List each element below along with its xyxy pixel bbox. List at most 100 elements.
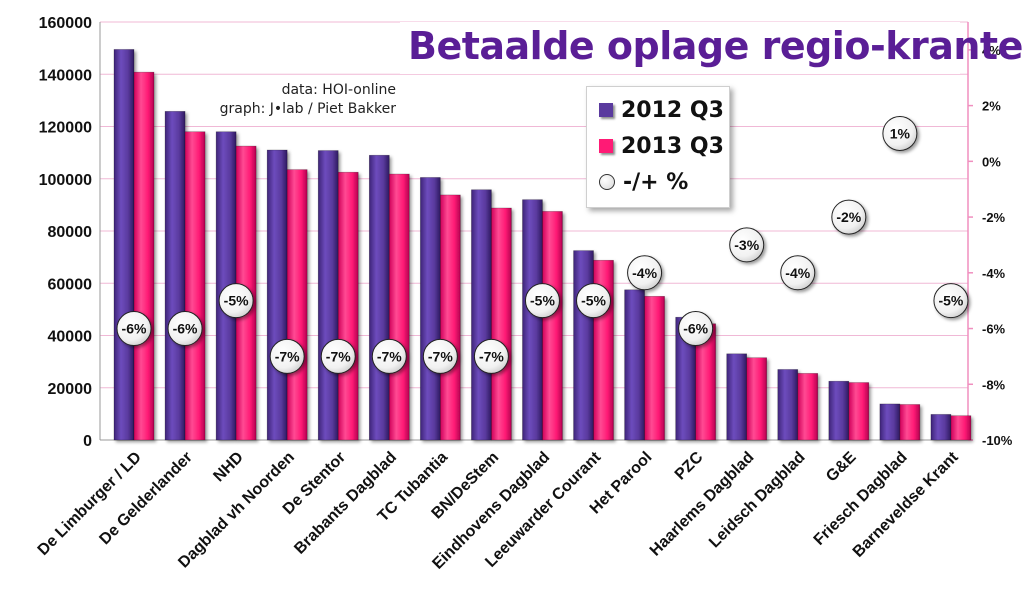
y-right-tick-label: 0% [982, 154, 1001, 169]
pct-bubble [116, 311, 152, 347]
bar-2012 [164, 111, 186, 441]
bar-2012 [573, 250, 594, 441]
bar-2013 [899, 404, 921, 441]
legend-swatch-2012 [599, 103, 613, 117]
bar-2012 [368, 154, 390, 441]
pct-bubble [933, 283, 969, 319]
legend-label-2012: 2012 Q3 [621, 97, 724, 123]
bars [113, 49, 972, 441]
bar-2013 [644, 296, 665, 441]
pct-bubble-label: 1% [890, 125, 911, 141]
bar-2012 [113, 49, 135, 441]
bar-2012 [879, 403, 901, 441]
pct-bubbles: -6% -6% -5% -7% -7% -7% -7% -7% -5% -5% -4% -6% -3% -… [116, 115, 969, 374]
y-right-tick-label: -2% [982, 210, 1006, 225]
pct-bubble-label: -5% [938, 293, 963, 309]
bar-2013 [184, 131, 206, 441]
legend-circle-icon [599, 174, 615, 190]
pct-bubble-label: -4% [785, 265, 810, 281]
legend-item-2012: 2012 Q3 [599, 95, 724, 125]
bar-2013 [542, 211, 563, 441]
y-right-tick-label: -6% [982, 322, 1006, 337]
bar-2012 [777, 369, 799, 441]
bar-2013 [133, 71, 155, 441]
pct-bubble-label: -7% [275, 348, 300, 364]
x-category-label: PZC [672, 448, 707, 483]
pct-bubble-label: -5% [581, 293, 606, 309]
bar-2012 [624, 289, 645, 441]
y-left-tick-label: 140000 [39, 67, 92, 84]
pct-bubble-label: -6% [173, 321, 198, 337]
y-left-tick-label: 80000 [48, 224, 93, 241]
y-left-tick-label: 40000 [48, 329, 93, 346]
x-category-label: De Gelderlander [96, 449, 195, 548]
bar-2012 [726, 353, 748, 441]
bar-2012 [420, 177, 441, 441]
bar-2012 [317, 150, 339, 441]
bar-2013 [491, 207, 512, 441]
bar-2012 [522, 199, 543, 441]
y-left-tick-label: 60000 [48, 276, 93, 293]
legend-item-pct: -/+ % [599, 167, 688, 197]
pct-bubble [882, 115, 918, 151]
pct-bubble [627, 255, 663, 291]
bar-2012 [266, 149, 288, 441]
bar-2013 [950, 415, 972, 441]
bar-2013 [848, 382, 870, 441]
bar-2012 [828, 380, 850, 441]
y-left-tick-label: 160000 [39, 15, 92, 32]
bar-2013 [286, 169, 308, 441]
x-category-label: NHD [210, 449, 247, 486]
pct-bubble [218, 283, 254, 319]
x-category-label: Friesch Dagblad [811, 449, 911, 549]
pct-bubble-label: -5% [224, 293, 249, 309]
y-right-tick-label: -10% [982, 433, 1013, 448]
pct-bubble [678, 311, 714, 347]
pct-bubble [576, 283, 612, 319]
pct-bubble-label: -7% [377, 348, 402, 364]
bar-2013 [337, 171, 359, 441]
chart-title: Betaalde oplage regio-kranten [408, 24, 1024, 68]
legend: 2012 Q3 2013 Q3 -/+ % [586, 86, 730, 208]
pct-bubble-label: -5% [530, 293, 555, 309]
x-category-label: Leidsch Dagblad [706, 449, 809, 552]
pct-bubble-label: -7% [326, 348, 351, 364]
pct-bubble [524, 283, 560, 319]
title-background [400, 22, 960, 74]
bar-2013 [746, 357, 768, 441]
pct-bubble-label: -7% [428, 348, 453, 364]
y-left-tick-label: 0 [83, 433, 92, 450]
pct-bubble-label: -6% [122, 321, 147, 337]
y-left-tick-label: 20000 [48, 381, 93, 398]
legend-swatch-2013 [599, 139, 613, 153]
pct-bubble [320, 338, 356, 374]
y-left-tick-label: 120000 [39, 120, 92, 137]
pct-bubble-label: -6% [683, 321, 708, 337]
pct-bubble [780, 255, 816, 291]
bar-2013 [440, 194, 461, 441]
pct-bubble-label: -2% [836, 209, 861, 225]
bar-2013 [388, 173, 410, 441]
pct-bubble [371, 338, 407, 374]
pct-bubble [473, 338, 509, 374]
bar-2012 [471, 189, 492, 441]
y-right-tick-label: -4% [982, 266, 1006, 281]
bar-2012 [930, 414, 952, 441]
credit-data-source: data: HOI-online [281, 82, 396, 98]
pct-bubble [831, 199, 867, 235]
pct-bubble-label: -4% [632, 265, 657, 281]
y-right-tick-label: -8% [982, 377, 1006, 392]
bar-2013 [797, 373, 819, 441]
credit-graph-author: graph: J•lab / Piet Bakker [219, 101, 396, 117]
y-left-tick-label: 100000 [39, 172, 92, 189]
pct-bubble [167, 311, 203, 347]
x-category-label: G&E [823, 449, 860, 486]
pct-bubble [422, 338, 458, 374]
y-right-tick-label: 2% [982, 99, 1001, 114]
legend-label-2013: 2013 Q3 [621, 133, 724, 159]
credits-background [205, 76, 400, 122]
pct-bubble [269, 338, 305, 374]
pct-bubble-label: -3% [734, 237, 759, 253]
